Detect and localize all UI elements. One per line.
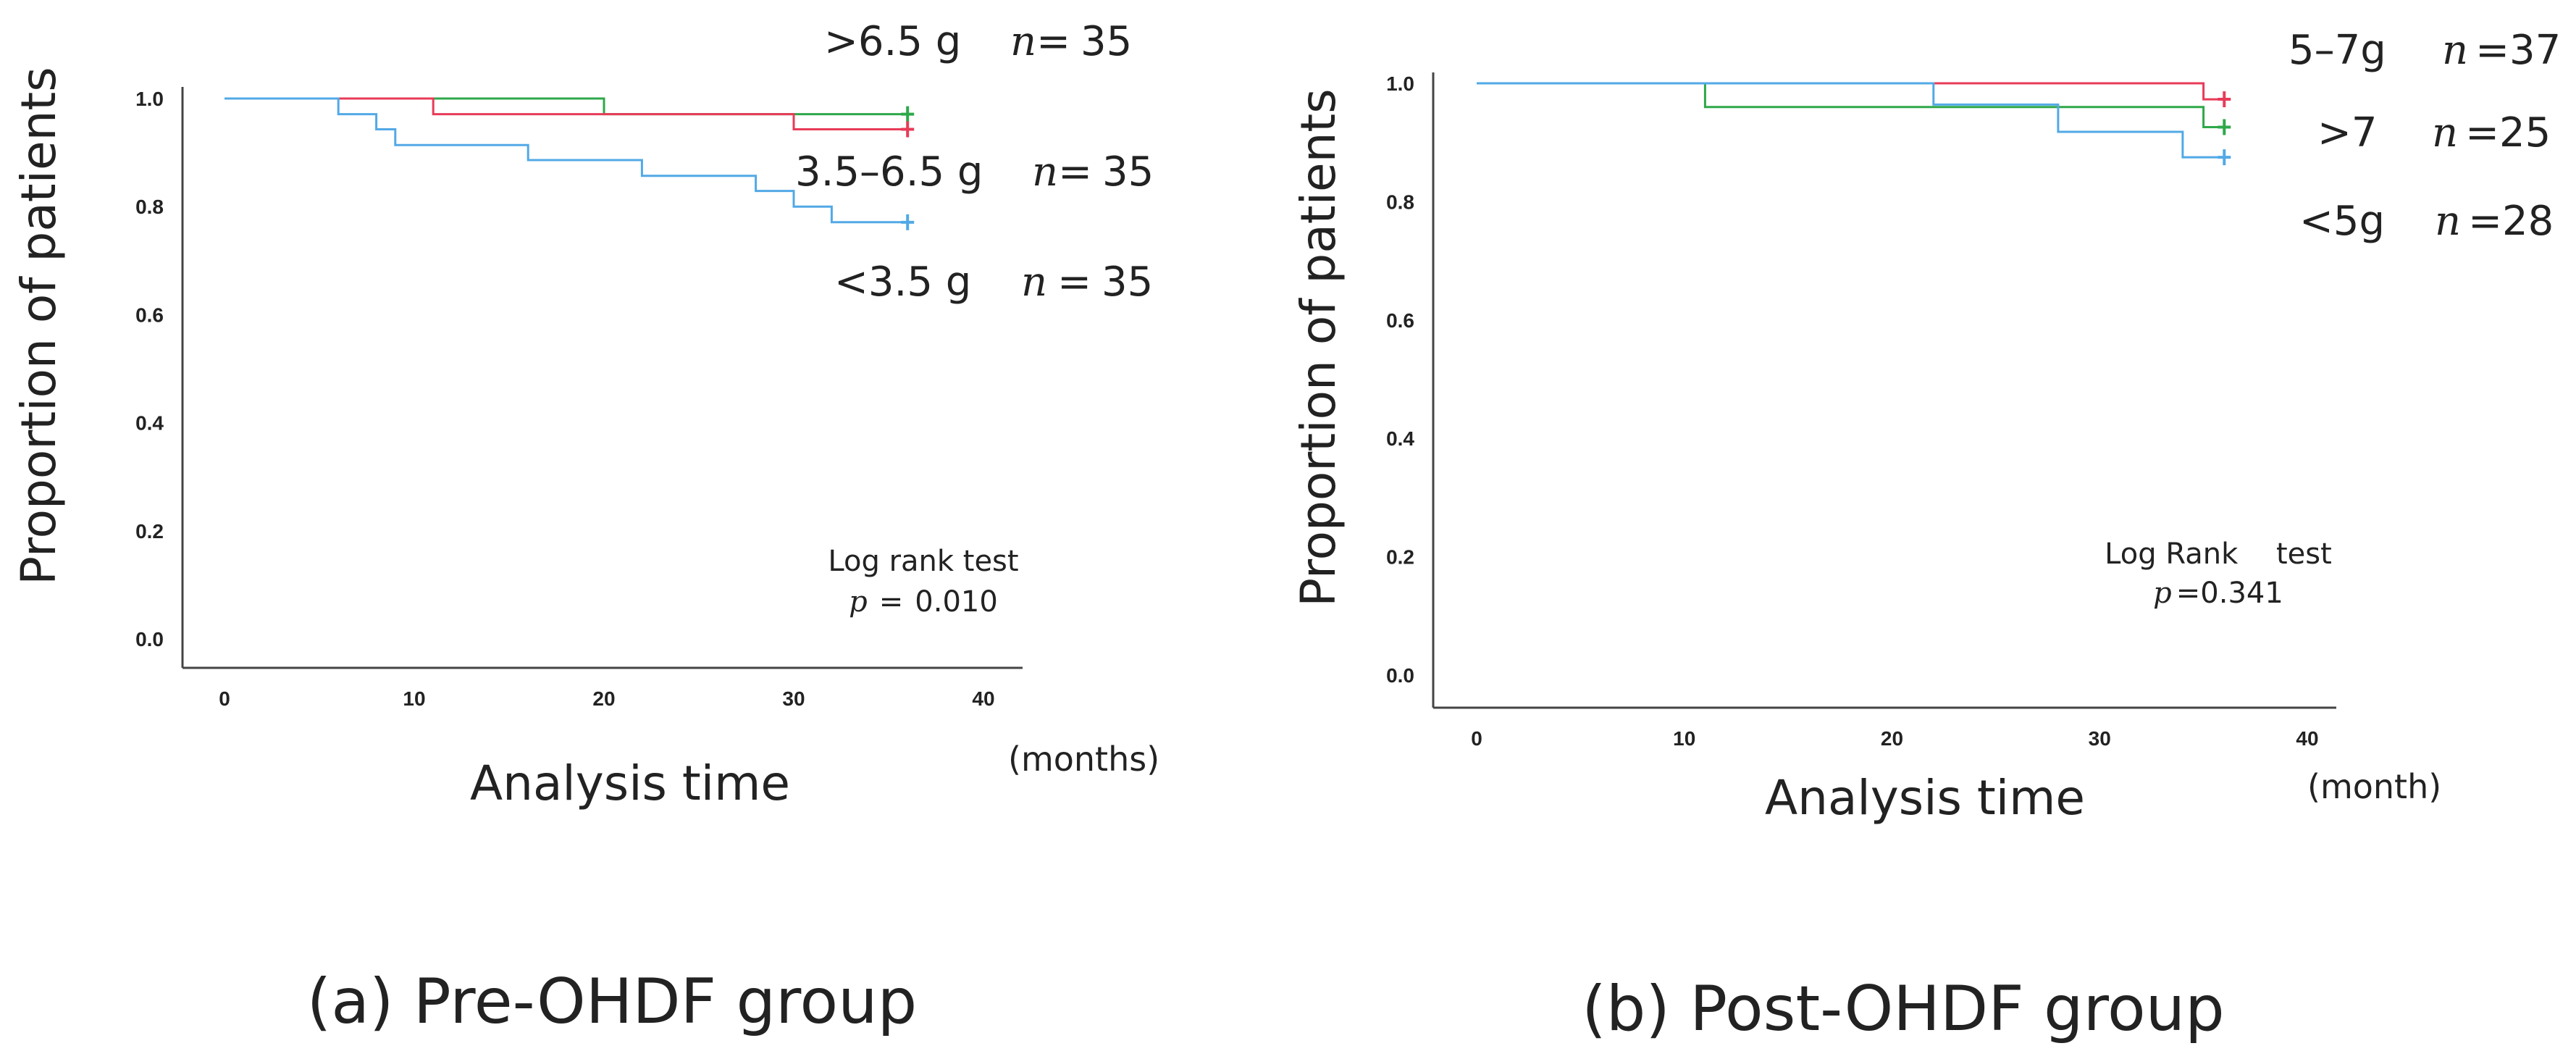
y-tick-label: 0.0 xyxy=(135,628,164,650)
legend-n-symbol: n xyxy=(1032,148,1058,196)
legend-n-value: 25 xyxy=(2499,109,2551,156)
legend-n-value: 35 xyxy=(1102,259,1153,306)
km-curve-a-2 xyxy=(225,97,908,224)
x-tick-label: 40 xyxy=(972,687,994,710)
y-axis-title-a: Proportion of patients xyxy=(11,67,67,585)
x-tick-label: 30 xyxy=(782,687,805,710)
censor-mark-b-2 xyxy=(2218,149,2231,166)
y-axis-title-b: Proportion of patients xyxy=(1291,88,1346,606)
legend-entry-5-7g: 5–7g n =37 xyxy=(2288,27,2561,74)
y-tick-label: 0.0 xyxy=(1386,664,1414,687)
legend-entry-3-5-6-5g: 3.5–6.5 g n= 35 xyxy=(795,148,1154,196)
test-title: Log Rank test xyxy=(2105,537,2332,571)
legend-entry-lt-5g: <5g n =28 xyxy=(2299,198,2554,245)
legend-n-value: 35 xyxy=(1081,18,1132,65)
legend-eq: = xyxy=(2475,27,2509,74)
x-tick-label: 0 xyxy=(219,687,230,710)
legend-eq: = xyxy=(1057,259,1091,306)
svg-text:p=0.341: p =0.341 xyxy=(2153,577,2283,610)
censor-mark-b-1 xyxy=(2218,119,2231,135)
panel-post-ohdf: Proportion of patients Analysis time (mo… xyxy=(1291,27,2561,1045)
x-unit-label-b: (month) xyxy=(2307,767,2441,806)
x-tick-label: 10 xyxy=(1673,727,1695,750)
legend-entry-gt-6-5g: >6.5 g n= 35 xyxy=(824,18,1132,65)
plot-area-b: 0.0 0.2 0.4 0.6 0.8 1.0 0 10 20 30 40 xyxy=(1386,72,2336,750)
svg-text:n=37: n =37 xyxy=(2442,27,2561,74)
legend-label: <5g xyxy=(2299,198,2385,245)
log-rank-test-a: Log rank test p = 0.010 xyxy=(828,545,1018,619)
legend-label: >7 xyxy=(2317,109,2378,156)
legend-n-symbol: n xyxy=(2432,109,2458,156)
panel-pre-ohdf: Proportion of patients Analysis time (mo… xyxy=(11,18,1159,1038)
y-tick-label: 0.4 xyxy=(135,412,164,435)
caption-b: (b) Post-OHDF group xyxy=(1582,973,2225,1045)
legend-n-symbol: n xyxy=(1021,259,1047,306)
km-curve-a-1 xyxy=(225,97,908,130)
x-unit-label-a: (months) xyxy=(1008,740,1159,779)
y-tick-label: 0.6 xyxy=(1386,309,1414,332)
legend-label: 3.5–6.5 g xyxy=(795,148,983,196)
test-p-symbol: p xyxy=(849,585,868,619)
svg-text:n=35: n=35 xyxy=(1010,18,1132,65)
svg-text:n=35: n=35 xyxy=(1021,259,1153,306)
y-tick-label: 0.8 xyxy=(1386,191,1414,213)
y-tick-label: 1.0 xyxy=(135,88,164,110)
legend-entry-lt-3-5g: <3.5 g n = 35 xyxy=(834,259,1153,306)
test-p-value: 0.341 xyxy=(2200,577,2283,610)
log-rank-test-b: Log Rank test p =0.341 xyxy=(2105,537,2332,610)
censor-mark-b-0 xyxy=(2218,91,2231,108)
legend-eq: = xyxy=(2468,198,2502,245)
km-curve-b-1 xyxy=(1477,82,2225,128)
km-curve-b-2 xyxy=(1477,82,2225,159)
legend-entry-gt-7: >7 n =25 xyxy=(2317,109,2551,156)
km-curve-a-0 xyxy=(225,97,908,116)
km-curve-b-0 xyxy=(1477,82,2225,101)
legend-n-value: 28 xyxy=(2502,198,2554,245)
legend-label: <3.5 g xyxy=(834,259,971,306)
x-tick-label: 40 xyxy=(2296,727,2318,750)
y-tick-label: 0.8 xyxy=(135,196,164,218)
x-tick-label: 20 xyxy=(1881,727,1903,750)
svg-text:n=28: n =28 xyxy=(2435,198,2554,245)
legend-n-value: 35 xyxy=(1102,148,1154,196)
legend-n-value: 37 xyxy=(2509,27,2561,74)
y-tick-label: 0.2 xyxy=(135,520,164,543)
x-tick-label: 0 xyxy=(1471,727,1482,750)
x-tick-label: 30 xyxy=(2089,727,2111,750)
y-tick-label: 0.4 xyxy=(1386,427,1414,450)
censor-mark-a-2 xyxy=(901,214,915,230)
test-p-symbol: p xyxy=(2153,577,2172,610)
svg-text:n=35: n=35 xyxy=(1032,148,1154,196)
censor-mark-a-1 xyxy=(901,121,915,138)
test-p-value: 0.010 xyxy=(915,585,998,619)
test-p-eq: = xyxy=(879,585,904,619)
x-tick-label: 10 xyxy=(403,687,425,710)
legend-eq: = xyxy=(1036,18,1070,65)
svg-text:p=0.010: p = 0.010 xyxy=(849,585,998,619)
legend-eq: = xyxy=(1058,148,1092,196)
legend-label: >6.5 g xyxy=(824,18,961,65)
legend-n-symbol: n xyxy=(2435,198,2461,245)
legend-eq: = xyxy=(2465,109,2499,156)
legend-n-symbol: n xyxy=(1010,18,1036,65)
test-title: Log rank test xyxy=(828,545,1018,578)
y-tick-label: 0.6 xyxy=(135,304,164,326)
plot-area-a: 0.0 0.2 0.4 0.6 0.8 1.0 0 10 20 30 40 xyxy=(135,87,1023,710)
x-axis-title-a: Analysis time xyxy=(470,755,790,811)
censor-mark-a-0 xyxy=(901,106,915,122)
legend-n-symbol: n xyxy=(2442,27,2468,74)
y-tick-label: 1.0 xyxy=(1386,72,1414,95)
legend-label: 5–7g xyxy=(2288,27,2386,74)
svg-text:n=25: n =25 xyxy=(2432,109,2551,156)
legend-b: 5–7g n =37 >7 n =25 <5g n =28 xyxy=(2288,27,2561,245)
caption-a: (a) Pre-OHDF group xyxy=(307,966,917,1038)
x-tick-label: 20 xyxy=(592,687,615,710)
x-axis-title-b: Analysis time xyxy=(1765,770,2085,826)
legend-a: >6.5 g n= 35 3.5–6.5 g n= 35 <3.5 g n = 35 xyxy=(795,18,1154,306)
y-tick-label: 0.2 xyxy=(1386,546,1414,569)
test-p-eq: = xyxy=(2176,577,2201,610)
